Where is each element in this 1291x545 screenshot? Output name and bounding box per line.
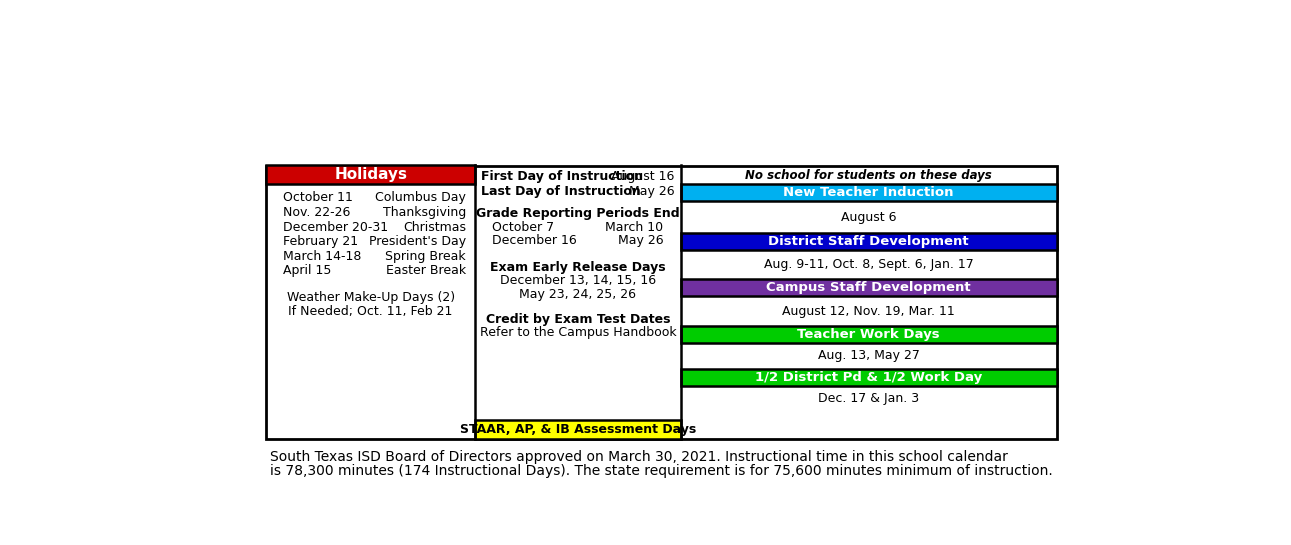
Text: Columbus Day: Columbus Day bbox=[376, 191, 466, 204]
Bar bbox=[475, 420, 680, 439]
Text: District Staff Development: District Staff Development bbox=[768, 235, 968, 248]
Text: Teacher Work Days: Teacher Work Days bbox=[798, 328, 940, 341]
Text: Refer to the Campus Handbook: Refer to the Campus Handbook bbox=[480, 326, 676, 339]
Text: Christmas: Christmas bbox=[403, 221, 466, 234]
Text: South Texas ISD Board of Directors approved on March 30, 2021. Instructional tim: South Texas ISD Board of Directors appro… bbox=[270, 450, 1008, 464]
Text: May 26: May 26 bbox=[618, 234, 664, 247]
Text: Dec. 17 & Jan. 3: Dec. 17 & Jan. 3 bbox=[818, 392, 919, 405]
Text: No school for students on these days: No school for students on these days bbox=[745, 169, 991, 182]
Text: August 16: August 16 bbox=[611, 170, 674, 183]
Text: March 10: March 10 bbox=[605, 221, 664, 234]
Text: Thanksgiving: Thanksgiving bbox=[382, 206, 466, 219]
Text: is 78,300 minutes (174 Instructional Days). The state requirement is for 75,600 : is 78,300 minutes (174 Instructional Day… bbox=[270, 464, 1052, 478]
Text: April 15: April 15 bbox=[283, 264, 332, 277]
Bar bbox=[680, 184, 1056, 201]
Text: December 13, 14, 15, 16: December 13, 14, 15, 16 bbox=[500, 275, 656, 288]
Text: March 14-18: March 14-18 bbox=[283, 250, 361, 263]
Text: August 12, Nov. 19, Mar. 11: August 12, Nov. 19, Mar. 11 bbox=[782, 305, 955, 318]
Text: Easter Break: Easter Break bbox=[386, 264, 466, 277]
Text: May 23, 24, 25, 26: May 23, 24, 25, 26 bbox=[519, 288, 636, 301]
Text: October 7: October 7 bbox=[492, 221, 554, 234]
Text: Aug. 13, May 27: Aug. 13, May 27 bbox=[817, 349, 919, 362]
Text: First Day of Instruction: First Day of Instruction bbox=[482, 170, 643, 183]
Text: 1/2 District Pd & 1/2 Work Day: 1/2 District Pd & 1/2 Work Day bbox=[755, 371, 982, 384]
Bar bbox=[680, 233, 1056, 250]
Text: Grade Reporting Periods End: Grade Reporting Periods End bbox=[476, 207, 680, 220]
Text: If Needed; Oct. 11, Feb 21: If Needed; Oct. 11, Feb 21 bbox=[288, 305, 453, 318]
Text: President's Day: President's Day bbox=[369, 235, 466, 248]
Text: December 20-31: December 20-31 bbox=[283, 221, 389, 234]
Text: October 11: October 11 bbox=[283, 191, 352, 204]
Text: Last Day of Instruction: Last Day of Instruction bbox=[482, 185, 642, 198]
Text: Holidays: Holidays bbox=[334, 167, 407, 182]
Bar bbox=[680, 326, 1056, 343]
Text: Campus Staff Development: Campus Staff Development bbox=[767, 281, 971, 294]
Text: STAAR, AP, & IB Assessment Days: STAAR, AP, & IB Assessment Days bbox=[460, 423, 696, 436]
Text: Exam Early Release Days: Exam Early Release Days bbox=[491, 261, 666, 274]
Text: Aug. 9-11, Oct. 8, Sept. 6, Jan. 17: Aug. 9-11, Oct. 8, Sept. 6, Jan. 17 bbox=[764, 258, 973, 271]
Bar bbox=[266, 166, 475, 184]
Bar bbox=[266, 166, 1056, 439]
Text: Nov. 22-26: Nov. 22-26 bbox=[283, 206, 350, 219]
Text: Weather Make-Up Days (2): Weather Make-Up Days (2) bbox=[287, 292, 454, 305]
Text: New Teacher Induction: New Teacher Induction bbox=[784, 186, 954, 199]
Bar bbox=[680, 369, 1056, 386]
Text: Spring Break: Spring Break bbox=[385, 250, 466, 263]
Bar bbox=[680, 280, 1056, 296]
Text: Credit by Exam Test Dates: Credit by Exam Test Dates bbox=[485, 313, 670, 326]
Text: August 6: August 6 bbox=[840, 210, 896, 223]
Text: December 16: December 16 bbox=[492, 234, 577, 247]
Text: February 21: February 21 bbox=[283, 235, 358, 248]
Text: May 26: May 26 bbox=[629, 185, 674, 198]
